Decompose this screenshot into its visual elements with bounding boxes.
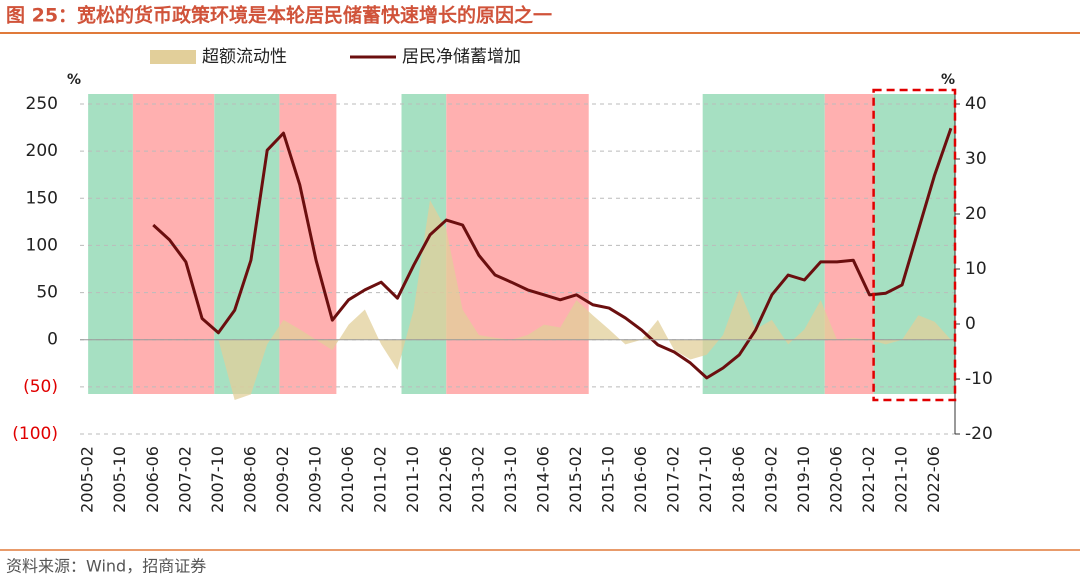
x-tick-label: 2017-10 xyxy=(696,446,715,513)
x-tick-label: 2009-10 xyxy=(306,446,325,513)
y-tick-label: 0 xyxy=(47,330,58,350)
x-tick-label: 2022-06 xyxy=(924,446,943,513)
chart-title: 图 25：宽松的货币政策环境是本轮居民储蓄快速增长的原因之一 xyxy=(6,4,552,27)
x-tick-label: 2007-10 xyxy=(208,446,227,513)
y2-tick-label: 30 xyxy=(965,149,987,169)
y2-tick-label: -20 xyxy=(965,424,993,444)
x-tick-label: 2013-02 xyxy=(468,446,487,513)
x-tick-label: 2011-10 xyxy=(403,446,422,513)
x-tick-label: 2015-10 xyxy=(599,446,618,513)
period-band xyxy=(88,94,133,394)
legend-swatch xyxy=(150,50,196,64)
x-tick-label: 2010-06 xyxy=(338,446,357,513)
y2-tick-label: 20 xyxy=(965,204,987,224)
x-tick-label: 2017-02 xyxy=(664,446,683,513)
y-tick-label: 200 xyxy=(26,141,58,161)
y2-tick-label: 0 xyxy=(965,314,976,334)
y-tick-label: 250 xyxy=(26,94,58,114)
x-tick-label: 2007-02 xyxy=(175,446,194,513)
y-tick-label: (50) xyxy=(23,377,58,397)
line xyxy=(152,127,953,380)
x-tick-label: 2005-02 xyxy=(78,446,97,513)
x-tick-label: 2006-06 xyxy=(143,446,162,513)
x-tick-label: 2005-10 xyxy=(110,446,129,513)
x-tick-label: 2012-06 xyxy=(436,446,455,513)
y2-unit: % xyxy=(941,72,955,88)
x-tick-label: 2016-06 xyxy=(631,446,650,513)
y-tick-label: 150 xyxy=(26,188,58,208)
x-tick-label: 2018-06 xyxy=(729,446,748,513)
x-tick-label: 2021-10 xyxy=(892,446,911,513)
highlight-box xyxy=(872,88,957,402)
x-tick-label: 2020-06 xyxy=(826,446,845,513)
y-tick-label: (100) xyxy=(12,424,58,444)
y-tick-label: 100 xyxy=(26,235,58,255)
period-band xyxy=(279,94,337,394)
y2-tick-label: 40 xyxy=(965,94,987,114)
y2-tick-label: 10 xyxy=(965,259,987,279)
x-tick-label: 2009-02 xyxy=(273,446,292,513)
period-band xyxy=(702,94,825,394)
x-tick-label: 2021-02 xyxy=(859,446,878,513)
x-tick-label: 2015-02 xyxy=(566,446,585,513)
x-tick-label: 2011-02 xyxy=(371,446,390,513)
y2-tick-label: -10 xyxy=(965,369,993,389)
period-band xyxy=(824,94,874,394)
y-unit: % xyxy=(67,72,81,88)
legend-label: 超额流动性 xyxy=(202,47,287,67)
y-tick-label: 50 xyxy=(36,283,58,303)
legend-label: 居民净储蓄增加 xyxy=(402,47,521,67)
period-band xyxy=(446,94,589,394)
x-tick-label: 2019-10 xyxy=(794,446,813,513)
x-tick-label: 2019-02 xyxy=(761,446,780,513)
x-tick-label: 2013-10 xyxy=(501,446,520,513)
x-tick-label: 2008-06 xyxy=(240,446,259,513)
source: 资料来源：Wind，招商证券 xyxy=(6,557,206,576)
x-tick-label: 2014-06 xyxy=(533,446,552,513)
